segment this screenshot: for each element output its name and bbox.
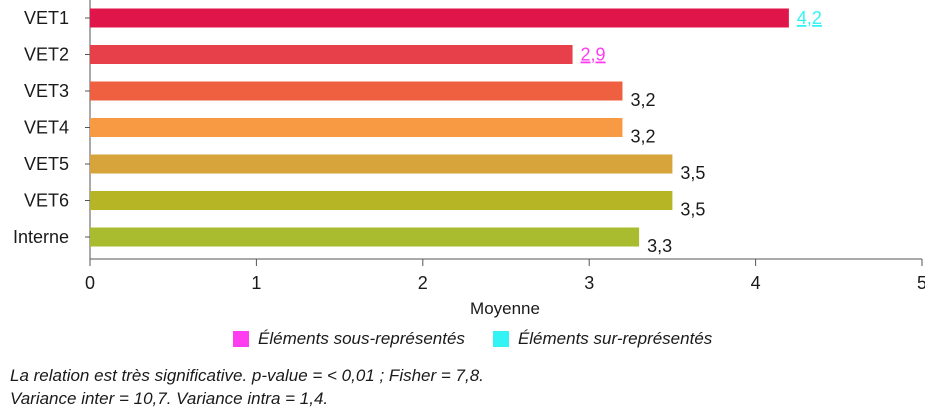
data-label: 3,2: [630, 90, 655, 110]
bar-vet1: [90, 8, 789, 28]
legend-item-under: Éléments sous-représentés: [233, 329, 465, 349]
data-label: 3,3: [647, 236, 672, 256]
legend: Éléments sous-représentés Éléments sur-r…: [233, 329, 712, 349]
y-tick-label: VET5: [24, 154, 69, 174]
x-tick-label: 5: [917, 273, 925, 293]
x-tick-label: 1: [251, 273, 261, 293]
significance-note: La relation est très significative. p-va…: [10, 366, 484, 385]
data-label: 3,2: [630, 127, 655, 147]
y-tick-label: VET3: [24, 81, 69, 101]
y-tick-label: Interne: [13, 227, 69, 247]
x-tick-label: 0: [85, 273, 95, 293]
y-tick-label: VET6: [24, 191, 69, 211]
data-label: 3,5: [680, 163, 705, 183]
x-tick-label: 3: [584, 273, 594, 293]
variance-note: Variance inter = 10,7. Variance intra = …: [10, 389, 329, 408]
data-label: 3,5: [680, 200, 705, 220]
x-tick-label: 2: [418, 273, 428, 293]
x-axis-label: Moyenne: [470, 299, 540, 318]
legend-item-over: Éléments sur-représentés: [492, 329, 713, 349]
bar-vet2: [90, 45, 573, 64]
legend-label-over: Éléments sur-représentés: [517, 329, 713, 348]
y-tick-label: VET1: [24, 8, 69, 28]
legend-label-under: Éléments sous-représentés: [258, 329, 465, 348]
legend-swatch-over: [492, 331, 509, 347]
data-label: 2,9: [581, 45, 606, 65]
bar-vet5: [90, 154, 673, 174]
legend-swatch-under: [233, 331, 249, 347]
x-tick-label: 4: [751, 273, 761, 293]
bar-interne: [90, 227, 640, 247]
data-label: 4,2: [797, 8, 822, 28]
bar-vet4: [90, 118, 623, 137]
y-tick-label: VET2: [24, 45, 69, 65]
y-tick-label: VET4: [24, 118, 69, 138]
bar-vet3: [90, 81, 623, 101]
bar-vet6: [90, 191, 673, 210]
